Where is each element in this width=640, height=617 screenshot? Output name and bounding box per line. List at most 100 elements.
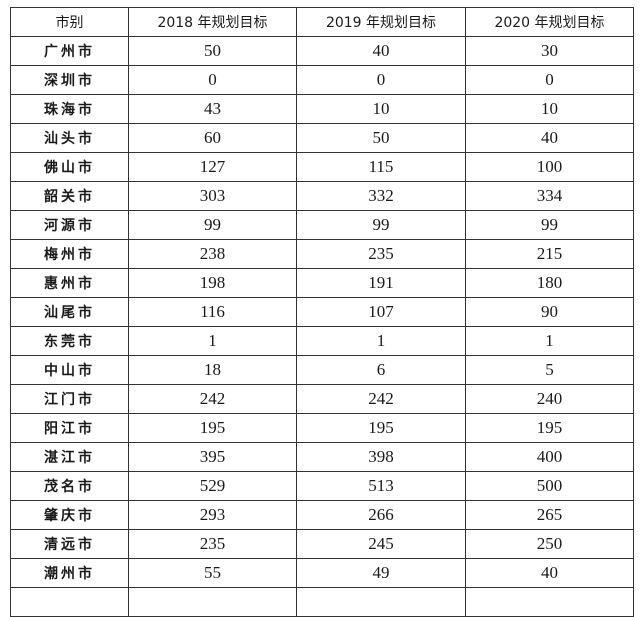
target-cell-2020: 250 (465, 529, 634, 559)
target-cell-2019: 191 (296, 268, 466, 298)
city-cell: 清远市 (10, 529, 129, 559)
target-cell-2018: 18 (128, 355, 297, 385)
city-cell: 汕头市 (10, 123, 129, 153)
header-2020: 2020 年规划目标 (465, 7, 634, 37)
target-cell-2019: 1 (296, 326, 466, 356)
table-row: 中山市 18 6 5 (10, 355, 634, 385)
target-cell-2018: 0 (128, 65, 297, 95)
target-cell-2020: 500 (465, 471, 634, 501)
target-cell-2019: 6 (296, 355, 466, 385)
target-cell-2020: 195 (465, 413, 634, 443)
target-cell-2019: 115 (296, 152, 466, 182)
table-row: 深圳市 0 0 0 (10, 65, 634, 95)
table-row: 佛山市 127 115 100 (10, 152, 634, 182)
target-cell-2019: 245 (296, 529, 466, 559)
planning-targets-table: 市别 2018 年规划目标 2019 年规划目标 2020 年规划目标 广州市 5… (10, 7, 634, 617)
table-row: 茂名市 529 513 500 (10, 471, 634, 501)
city-cell: 深圳市 (10, 65, 129, 95)
table-row: 湛江市 395 398 400 (10, 442, 634, 472)
empty-cell (128, 587, 297, 617)
target-cell-2020: 40 (465, 558, 634, 588)
city-cell: 湛江市 (10, 442, 129, 472)
target-cell-2020: 99 (465, 210, 634, 240)
target-cell-2019: 107 (296, 297, 466, 327)
table-row: 潮州市 55 49 40 (10, 558, 634, 588)
table-row: 江门市 242 242 240 (10, 384, 634, 414)
table-row: 阳江市 195 195 195 (10, 413, 634, 443)
city-cell: 佛山市 (10, 152, 129, 182)
table-row: 清远市 235 245 250 (10, 529, 634, 559)
city-cell: 惠州市 (10, 268, 129, 298)
target-cell-2018: 195 (128, 413, 297, 443)
city-cell: 汕尾市 (10, 297, 129, 327)
target-cell-2018: 238 (128, 239, 297, 269)
target-cell-2019: 398 (296, 442, 466, 472)
target-cell-2018: 198 (128, 268, 297, 298)
header-2018: 2018 年规划目标 (128, 7, 297, 37)
table-row: 肇庆市 293 266 265 (10, 500, 634, 530)
target-cell-2019: 195 (296, 413, 466, 443)
target-cell-2019: 10 (296, 94, 466, 124)
city-cell: 茂名市 (10, 471, 129, 501)
target-cell-2020: 240 (465, 384, 634, 414)
target-cell-2018: 529 (128, 471, 297, 501)
city-cell: 广州市 (10, 36, 129, 66)
table-row: 汕尾市 116 107 90 (10, 297, 634, 327)
target-cell-2018: 116 (128, 297, 297, 327)
target-cell-2019: 266 (296, 500, 466, 530)
city-cell: 肇庆市 (10, 500, 129, 530)
target-cell-2020: 0 (465, 65, 634, 95)
target-cell-2020: 265 (465, 500, 634, 530)
target-cell-2020: 40 (465, 123, 634, 153)
target-cell-2018: 55 (128, 558, 297, 588)
target-cell-2020: 90 (465, 297, 634, 327)
header-city: 市别 (10, 7, 129, 37)
city-cell: 江门市 (10, 384, 129, 414)
city-cell: 河源市 (10, 210, 129, 240)
empty-cell (10, 587, 129, 617)
target-cell-2018: 50 (128, 36, 297, 66)
target-cell-2019: 235 (296, 239, 466, 269)
target-cell-2018: 99 (128, 210, 297, 240)
target-cell-2019: 50 (296, 123, 466, 153)
target-cell-2020: 5 (465, 355, 634, 385)
target-cell-2018: 127 (128, 152, 297, 182)
target-cell-2018: 242 (128, 384, 297, 414)
target-cell-2018: 43 (128, 94, 297, 124)
target-cell-2020: 1 (465, 326, 634, 356)
target-cell-2018: 60 (128, 123, 297, 153)
table-row: 梅州市 238 235 215 (10, 239, 634, 269)
table-row: 汕头市 60 50 40 (10, 123, 634, 153)
empty-cell (465, 587, 634, 617)
target-cell-2020: 10 (465, 94, 634, 124)
table-row: 东莞市 1 1 1 (10, 326, 634, 356)
target-cell-2018: 395 (128, 442, 297, 472)
table-row: 珠海市 43 10 10 (10, 94, 634, 124)
target-cell-2018: 303 (128, 181, 297, 211)
target-cell-2018: 293 (128, 500, 297, 530)
city-cell: 阳江市 (10, 413, 129, 443)
target-cell-2020: 180 (465, 268, 634, 298)
empty-cell (296, 587, 466, 617)
target-cell-2018: 235 (128, 529, 297, 559)
target-cell-2019: 40 (296, 36, 466, 66)
table-row: 惠州市 198 191 180 (10, 268, 634, 298)
table-row: 韶关市 303 332 334 (10, 181, 634, 211)
target-cell-2019: 332 (296, 181, 466, 211)
target-cell-2019: 0 (296, 65, 466, 95)
target-cell-2020: 30 (465, 36, 634, 66)
city-cell: 东莞市 (10, 326, 129, 356)
target-cell-2020: 400 (465, 442, 634, 472)
target-cell-2019: 49 (296, 558, 466, 588)
city-cell: 梅州市 (10, 239, 129, 269)
target-cell-2018: 1 (128, 326, 297, 356)
target-cell-2020: 215 (465, 239, 634, 269)
target-cell-2020: 334 (465, 181, 634, 211)
city-cell: 潮州市 (10, 558, 129, 588)
table-row-partial (10, 587, 634, 617)
table-row: 河源市 99 99 99 (10, 210, 634, 240)
target-cell-2019: 513 (296, 471, 466, 501)
header-2019: 2019 年规划目标 (296, 7, 466, 37)
city-cell: 珠海市 (10, 94, 129, 124)
table-row: 广州市 50 40 30 (10, 36, 634, 66)
